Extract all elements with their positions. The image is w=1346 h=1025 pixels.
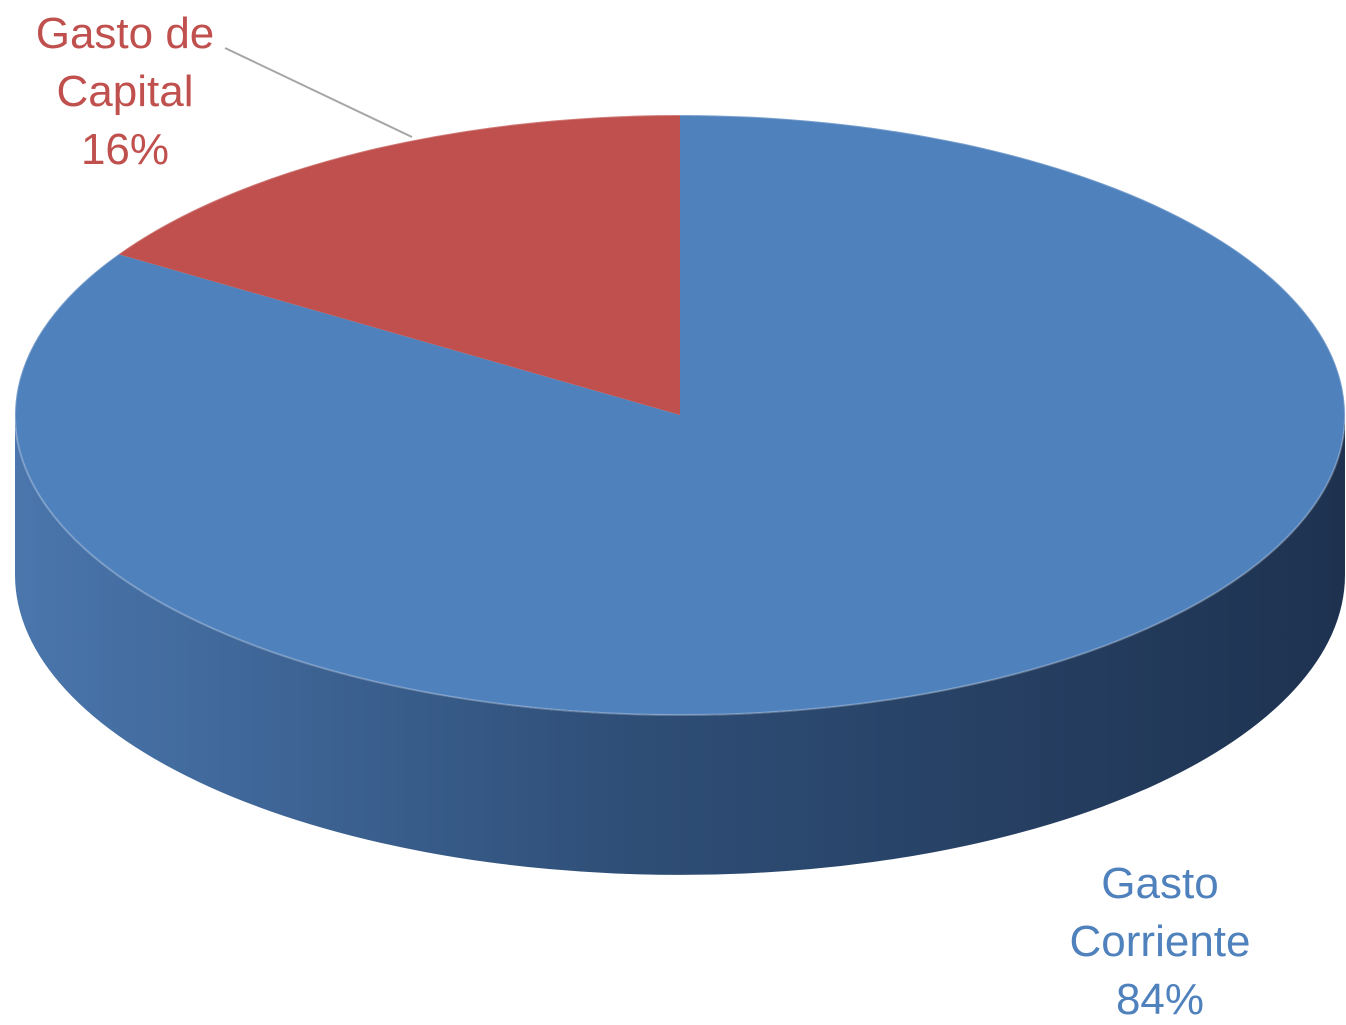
pie-rim bbox=[14, 114, 1346, 716]
pie-slice bbox=[14, 115, 1345, 716]
pie-slice bbox=[118, 115, 681, 415]
leader-line bbox=[224, 47, 413, 138]
pie-side bbox=[15, 415, 1345, 875]
data-label: Gasto Corriente 84% bbox=[1040, 855, 1280, 1025]
value-label: 84% bbox=[1115, 975, 1205, 1024]
data-label: Gasto de Capital 16% bbox=[5, 5, 245, 179]
category-label: Gasto Corriente bbox=[1069, 859, 1251, 966]
category-label: Gasto de Capital bbox=[35, 9, 215, 116]
value-label: 16% bbox=[80, 125, 170, 174]
